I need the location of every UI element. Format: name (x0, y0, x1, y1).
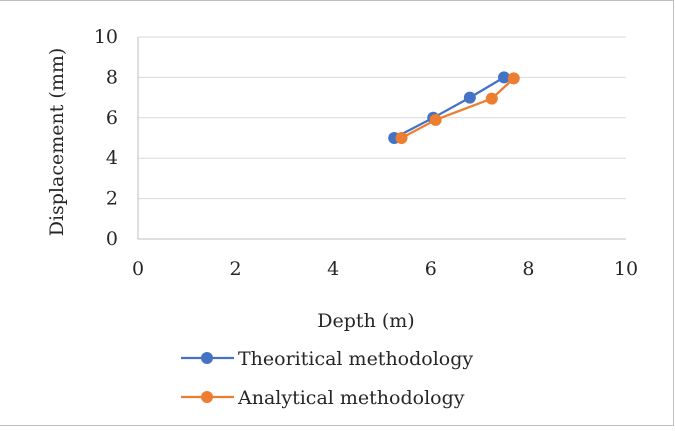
y-axis-title: Displacement (mm) (46, 48, 68, 237)
series-0-point-3 (498, 71, 510, 84)
y-tick-label-0: 0 (106, 228, 118, 250)
x-tick-label-3: 6 (425, 258, 437, 280)
y-tick-label-5: 10 (94, 26, 118, 48)
legend-label-0: Theoritical methodology (238, 348, 473, 370)
series-line-0 (393, 76, 505, 139)
x-tick-label-1: 2 (230, 258, 242, 280)
y-tick-label-1: 2 (106, 188, 118, 210)
x-tick-label-2: 4 (327, 258, 339, 280)
x-tick-label-5: 10 (614, 258, 638, 280)
y-tick-label-2: 4 (106, 147, 118, 169)
series-1-point-1 (429, 113, 442, 126)
x-tick-label-0: 0 (132, 258, 144, 280)
y-tick-label-4: 8 (106, 66, 118, 88)
series-line-1 (400, 77, 515, 139)
series-1-point-3 (507, 72, 520, 85)
y-tick-label-3: 6 (106, 107, 118, 129)
x-tick-label-4: 8 (522, 258, 534, 280)
legend-marker-1 (201, 391, 213, 403)
x-axis-title: Depth (m) (317, 310, 414, 332)
legend-marker-0 (201, 352, 213, 364)
series-1-point-2 (485, 92, 498, 105)
series-0-point-2 (463, 91, 476, 104)
series-1-point-0 (395, 132, 408, 144)
legend-label-1: Analytical methodology (237, 387, 465, 409)
